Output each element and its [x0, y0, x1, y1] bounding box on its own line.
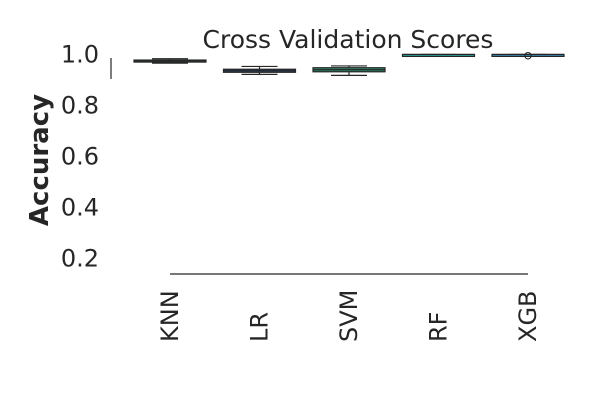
box-plot-item: [491, 51, 565, 60]
box-plot-item: [401, 53, 476, 58]
x-tick-label: XGB: [514, 290, 542, 342]
outlier-point: [524, 51, 532, 60]
box-plot-item: [133, 58, 207, 64]
x-tick-label: SVM: [335, 290, 363, 342]
y-tick-label: 0.6: [61, 143, 99, 171]
chart-title: Cross Validation Scores: [203, 25, 494, 54]
y-axis-label: Accuracy: [25, 94, 55, 226]
chart-axes: 0.2 0.4 0.6 0.8 1.0 KNN LR SVM RF XGB: [61, 40, 542, 342]
box-plot-item: [222, 65, 297, 75]
y-tick-label: 1.0: [61, 40, 99, 68]
y-tick-label: 0.8: [61, 91, 99, 119]
y-tick-label: 0.2: [61, 245, 99, 273]
y-tick-label: 0.4: [61, 194, 99, 222]
box-plot-item: [312, 65, 386, 76]
x-tick-label: KNN: [156, 290, 184, 342]
x-tick-label: LR: [246, 312, 274, 342]
plot-area: [133, 51, 565, 76]
x-tick-label: RF: [425, 312, 453, 342]
